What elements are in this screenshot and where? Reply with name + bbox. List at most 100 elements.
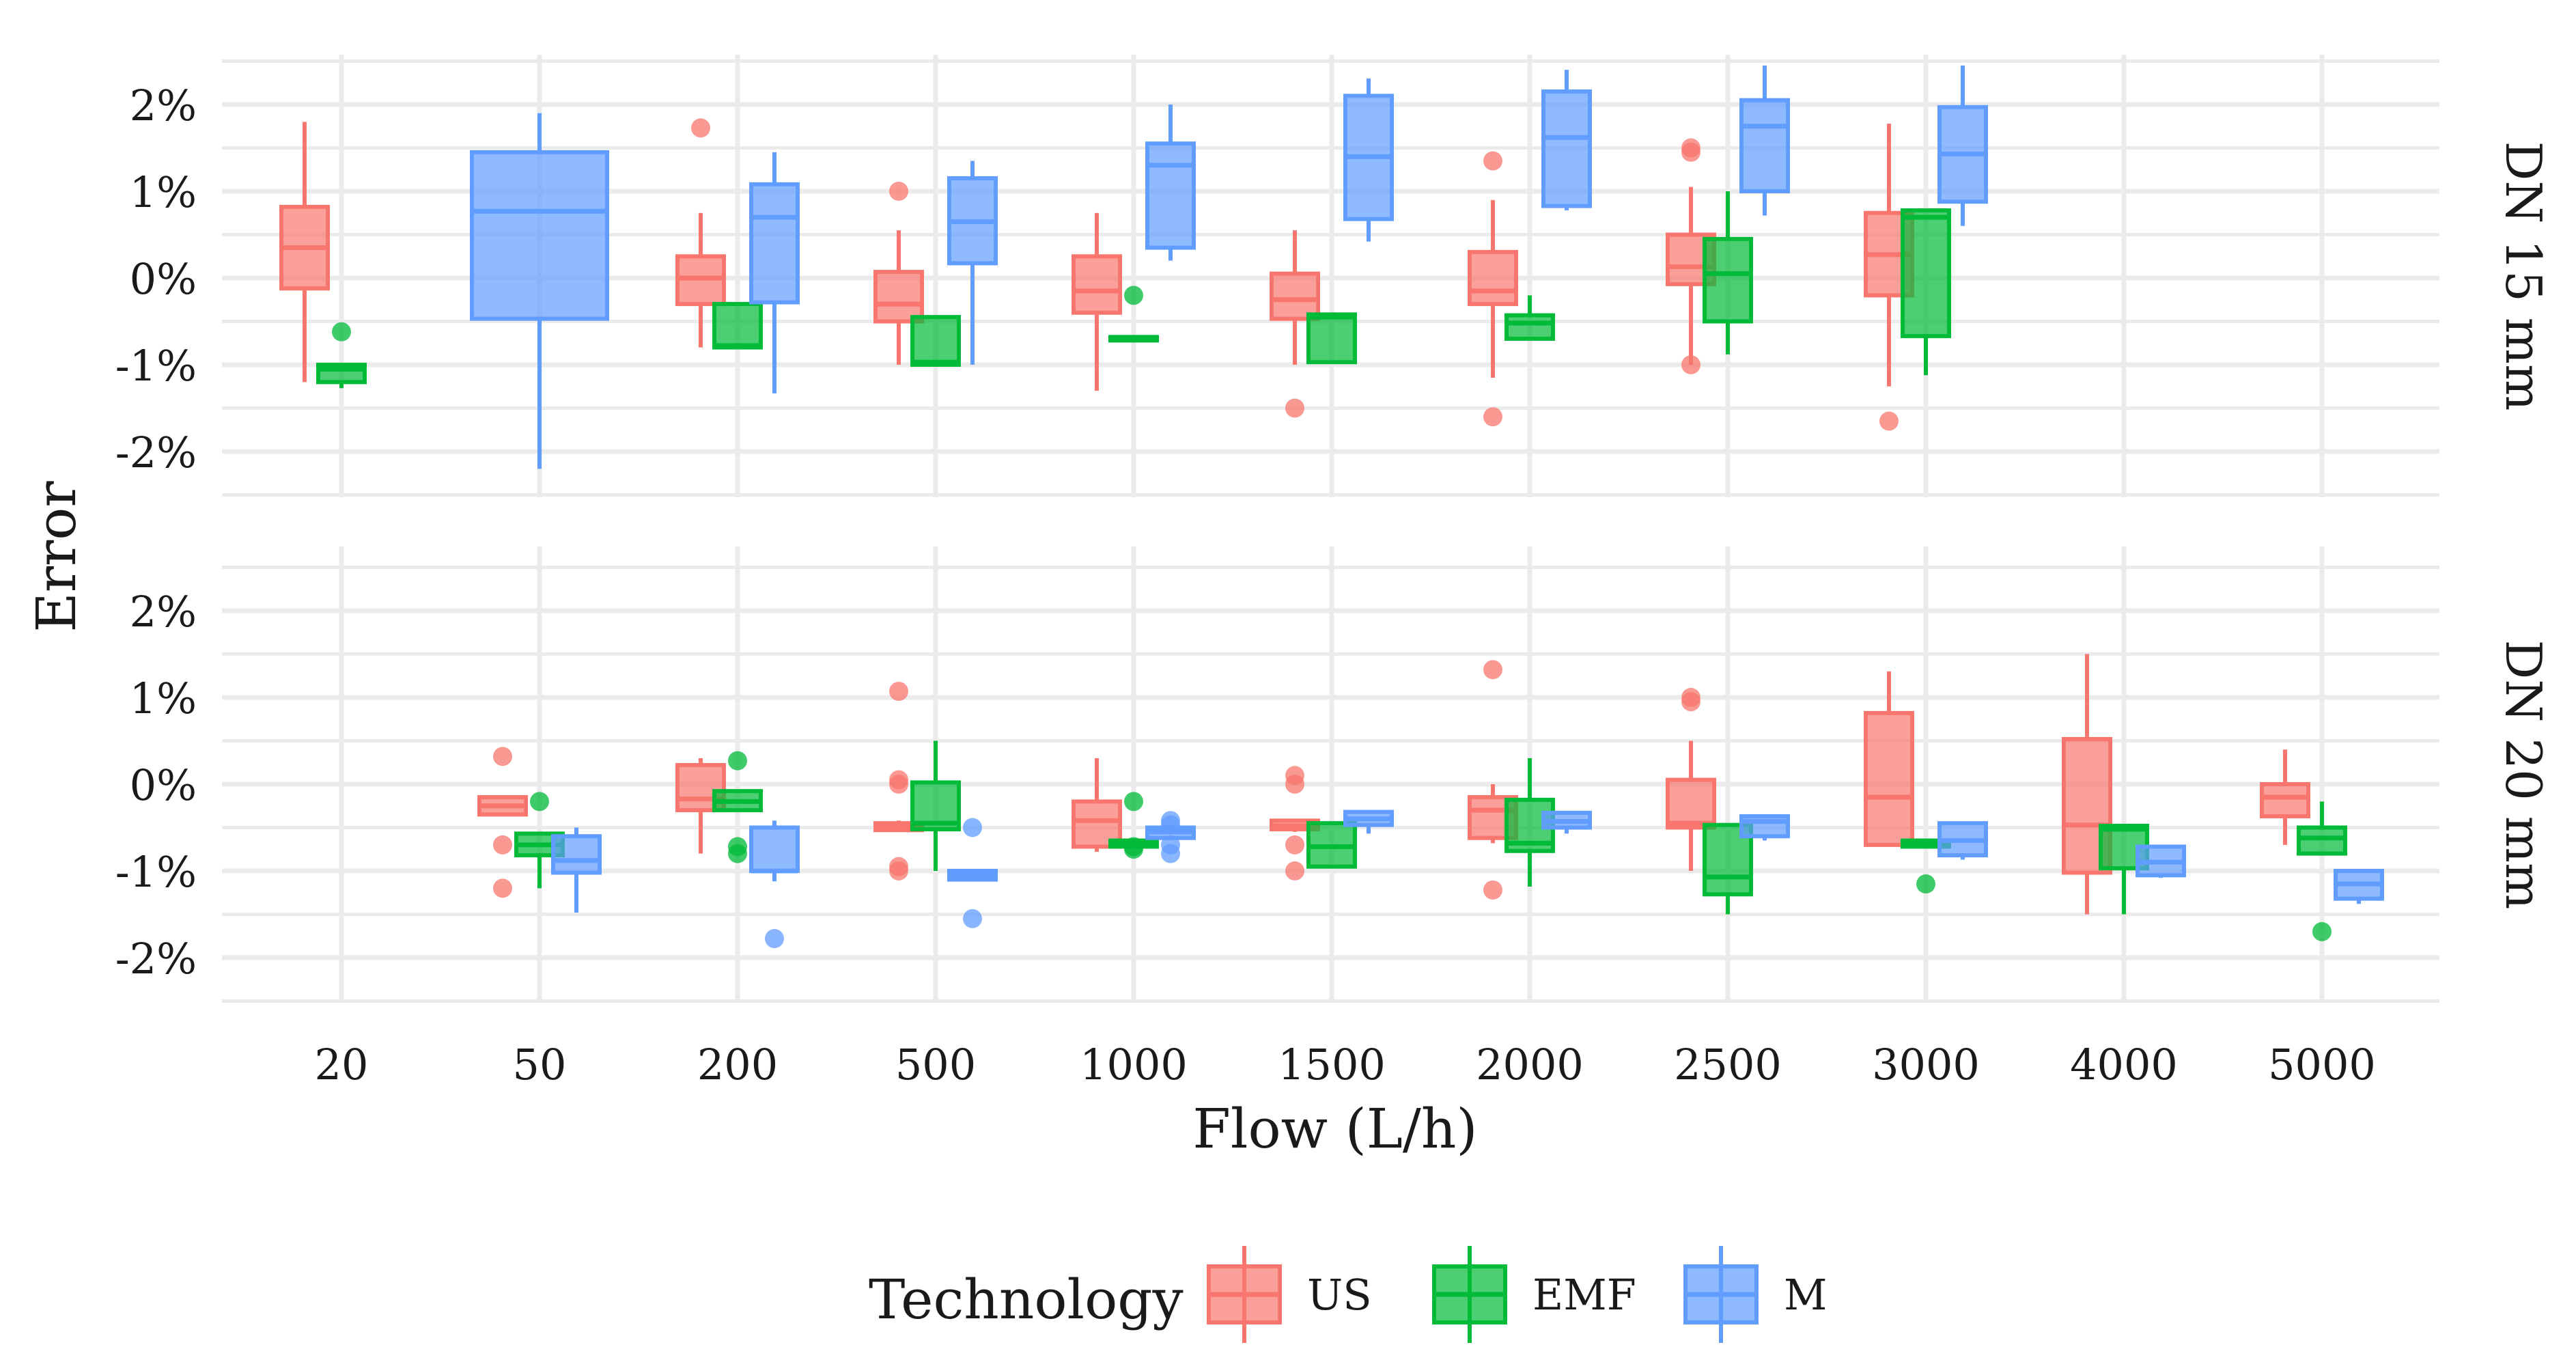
box-m-1000 (1145, 105, 1196, 261)
panel-2: -2% -1% 0% 1% 2% 20 50 200 500 1000 1500 2000 2500 30… (115, 546, 2552, 1090)
outlier-point (493, 878, 512, 898)
y-tick-label: -1% (115, 847, 197, 897)
box-iqr (1901, 208, 1951, 339)
box-m-500 (947, 161, 998, 365)
box-iqr (1306, 312, 1357, 365)
legend-label: EMF (1532, 1270, 1636, 1320)
box-iqr (749, 182, 800, 305)
box-iqr (910, 315, 961, 367)
legend-entries: US EMF M (1207, 1246, 1827, 1343)
outlier-point (889, 775, 908, 794)
box-emf-1500 (1306, 312, 1357, 365)
outlier-point (493, 747, 512, 766)
box-us-1500 (1270, 230, 1320, 418)
y-tick-label: 0% (130, 760, 197, 810)
box-iqr (749, 825, 800, 873)
outlier-point (1124, 792, 1143, 811)
legend: Technology US EMF M (869, 1246, 1827, 1343)
y-tick-label: -2% (115, 934, 197, 984)
outlier-point (1483, 660, 1502, 680)
box-emf-200 (712, 302, 763, 350)
box-iqr (1739, 98, 1790, 193)
box-m-2500 (1739, 814, 1790, 841)
outlier-point (1161, 844, 1180, 863)
outlier-point (332, 322, 351, 342)
box-emf-5000 (2297, 801, 2347, 941)
box-m-1000 (1145, 811, 1196, 863)
x-tick-label: 20 (315, 1040, 369, 1090)
box-m-3000 (1937, 821, 1988, 860)
box-us-500 (873, 182, 924, 365)
outlier-point (2312, 921, 2332, 941)
outlier-point (1681, 355, 1700, 374)
box-m-3000 (1937, 65, 1988, 226)
box-iqr (1468, 249, 1518, 307)
y-tick-label: 1% (130, 674, 197, 723)
box-iqr (2260, 782, 2310, 818)
outlier-point (1285, 835, 1304, 855)
box-us-3000 (1864, 671, 1914, 847)
outlier-point (493, 835, 512, 855)
outlier-point (1483, 880, 1502, 900)
box-iqr (1270, 271, 1320, 321)
outlier-point (1124, 286, 1143, 305)
outlier-point (765, 929, 784, 949)
outlier-point (889, 182, 908, 201)
outlier-point (1879, 411, 1899, 431)
box-iqr (1504, 313, 1555, 341)
outlier-point (1483, 407, 1502, 427)
x-tick-label: 1500 (1278, 1040, 1386, 1090)
box-m-2500 (1739, 65, 1790, 216)
x-axis-title: Flow (L/h) (1192, 1097, 1477, 1161)
panel-1: -2% -1% 0% 1% 2% DN 15 mm (115, 55, 2552, 497)
outlier-point (963, 908, 982, 928)
box-m-200 (749, 152, 800, 393)
box-emf-1000 (1108, 286, 1159, 343)
legend-item-emf: EMF (1432, 1246, 1636, 1343)
outlier-point (889, 682, 908, 702)
box-emf-2500 (1703, 191, 1753, 355)
box-emf-200 (712, 751, 763, 863)
y-tick-label: 2% (130, 81, 197, 130)
box-emf-500 (910, 315, 961, 367)
x-tick-label: 2500 (1674, 1040, 1782, 1090)
legend-label: M (1784, 1270, 1827, 1320)
box-us-4000 (2062, 654, 2112, 915)
x-tick-label: 4000 (2070, 1040, 2178, 1090)
y-tick-label: 1% (130, 167, 197, 217)
outlier-point (963, 818, 982, 837)
box-iqr (1666, 777, 1716, 830)
box-us-20 (279, 122, 330, 383)
outlier-point (889, 861, 908, 880)
box-us-2500 (1666, 688, 1716, 871)
x-tick-label: 500 (895, 1040, 976, 1090)
legend-item-m: M (1683, 1246, 1827, 1343)
box-m-1500 (1343, 78, 1394, 242)
box-iqr (873, 270, 924, 324)
box-m-200 (749, 820, 800, 949)
box-iqr (551, 834, 602, 875)
y-axis-title: Error (25, 481, 88, 633)
y-tick-label: -2% (115, 428, 197, 477)
box-iqr (1864, 710, 1914, 847)
x-tick-label: 1000 (1080, 1040, 1188, 1090)
legend-label: US (1307, 1270, 1372, 1320)
outlier-point (1285, 398, 1304, 418)
outlier-point (1681, 142, 1700, 162)
panels-layer: -2% -1% 0% 1% 2% DN 15 mm -2% -1% 0% 1% 2% 20 50 200 5… (115, 55, 2552, 1090)
x-tick-label: 50 (513, 1040, 567, 1090)
box-iqr (470, 150, 609, 321)
box-us-200 (675, 118, 726, 348)
outlier-point (1483, 151, 1502, 171)
y-tick-label: -1% (115, 341, 197, 391)
x-tick-label: 3000 (1872, 1040, 1980, 1090)
box-m-4000 (2136, 844, 2186, 878)
box-emf-3000 (1901, 208, 1951, 376)
outlier-point (728, 751, 747, 771)
box-us-2000 (1468, 151, 1518, 427)
box-iqr (712, 302, 763, 350)
box-m-5000 (2334, 869, 2384, 904)
box-emf-2000 (1504, 758, 1555, 887)
box-us-50 (477, 747, 528, 898)
